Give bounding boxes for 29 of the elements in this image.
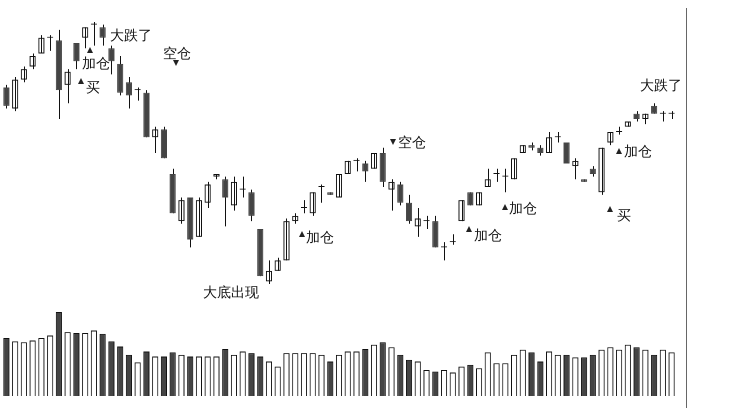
annotation: 加仓 <box>306 230 334 246</box>
annotation: 空仓 <box>398 135 426 151</box>
candlestick <box>397 181 404 206</box>
annotation: 大跌了 <box>640 78 682 94</box>
annotation: 大跌了 <box>110 28 152 44</box>
annotation: 加仓 <box>624 144 652 160</box>
candlestick <box>634 110 640 122</box>
candlestick <box>100 24 106 46</box>
annotation: 买 <box>617 209 631 224</box>
annotation: 加仓 <box>509 201 537 217</box>
candlestick <box>73 42 80 70</box>
annotation: 加仓 <box>82 56 110 72</box>
candlestick <box>108 45 114 75</box>
candlestick <box>362 160 368 182</box>
annotation: 买 <box>86 81 100 96</box>
candlestick <box>537 144 544 156</box>
candlestick <box>406 194 412 224</box>
candlestick <box>300 200 308 214</box>
candlestick <box>590 166 596 178</box>
candlestick <box>564 142 570 164</box>
candlestick <box>126 76 132 109</box>
candlestick <box>222 176 228 227</box>
annotation: 加仓 <box>474 228 502 244</box>
text: 大底出现 <box>203 285 259 301</box>
candlestick <box>493 168 500 182</box>
annotation: 空仓 <box>163 46 191 62</box>
candlestick <box>248 189 255 222</box>
candlestick <box>3 84 10 109</box>
candlestick <box>318 184 325 204</box>
